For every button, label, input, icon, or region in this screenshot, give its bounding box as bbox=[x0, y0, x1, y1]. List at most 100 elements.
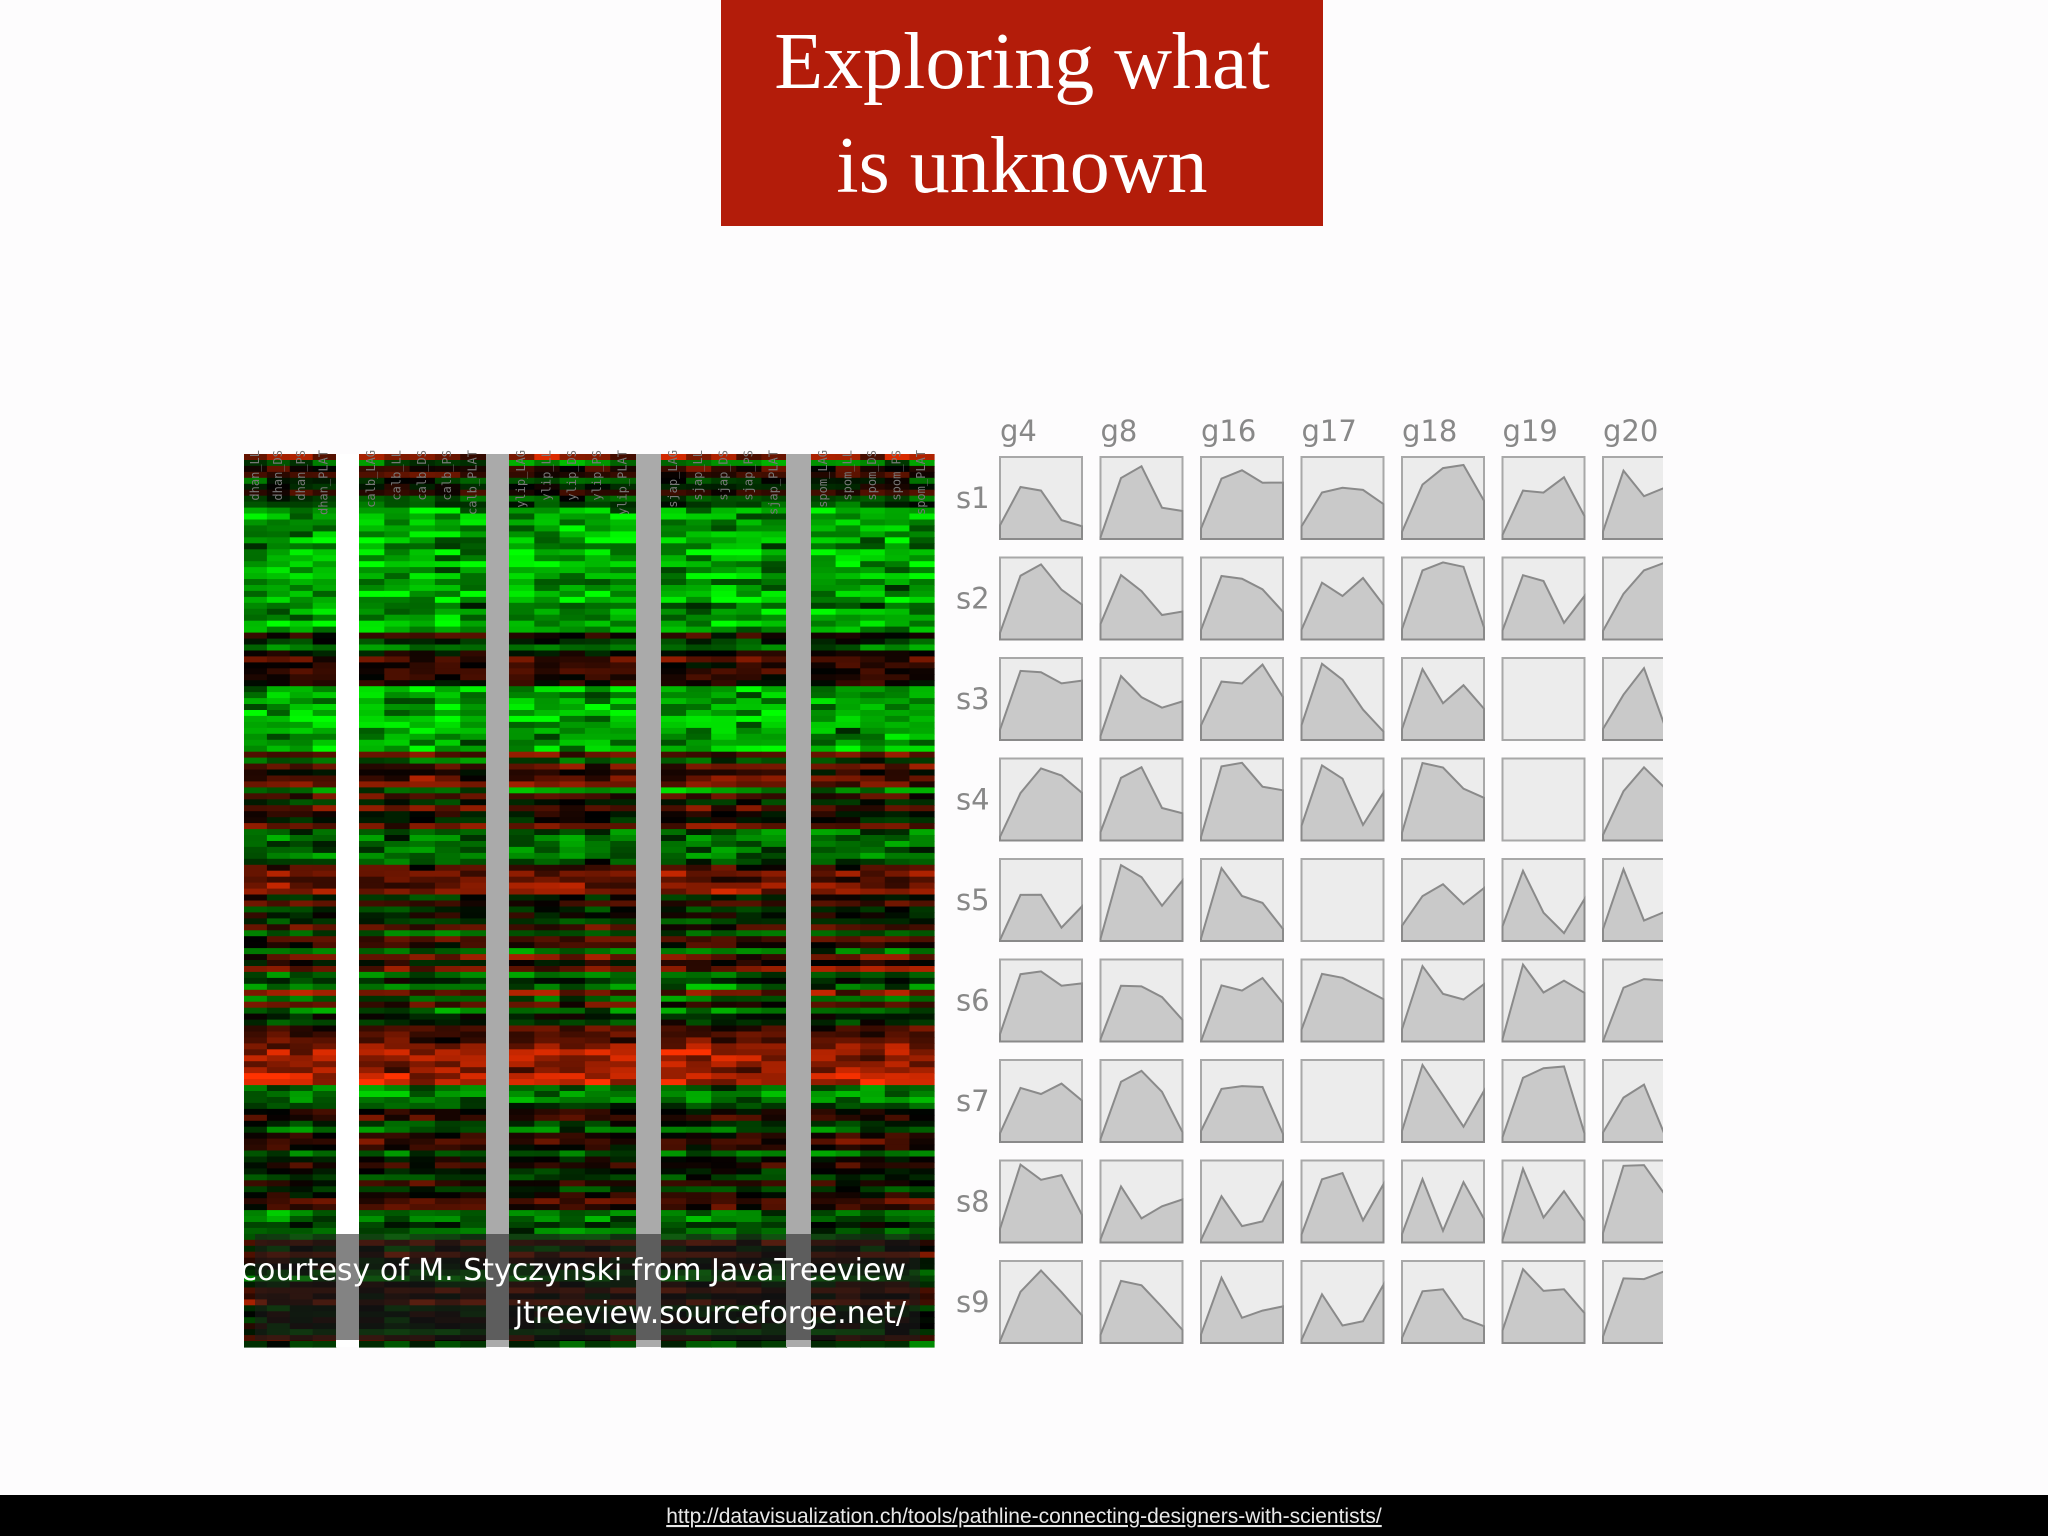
heatmap-cell bbox=[860, 995, 886, 1003]
heatmap-cell bbox=[811, 781, 837, 788]
heatmap-cell bbox=[610, 1222, 637, 1229]
heatmap-cell bbox=[761, 662, 788, 669]
heatmap-cell bbox=[761, 864, 788, 872]
heatmap-cell bbox=[811, 620, 837, 628]
heatmap-cell bbox=[384, 1073, 411, 1080]
heatmap-cell bbox=[289, 507, 314, 515]
heatmap-cell bbox=[811, 1132, 837, 1140]
heatmap-cell bbox=[711, 477, 737, 485]
heatmap-cell bbox=[559, 531, 586, 538]
heatmap-cell bbox=[359, 841, 385, 848]
heatmap-cell bbox=[736, 1222, 762, 1229]
heatmap-cell bbox=[434, 483, 461, 491]
heatmap-cell bbox=[736, 460, 762, 467]
heatmap-cell bbox=[244, 1055, 268, 1062]
heatmap-cell bbox=[860, 1120, 886, 1128]
heatmap-cell bbox=[434, 465, 461, 473]
heatmap-cell bbox=[534, 995, 561, 1003]
heatmap-cell bbox=[434, 948, 461, 955]
heatmap-cell bbox=[711, 1108, 737, 1116]
heatmap-cell bbox=[661, 1073, 687, 1080]
heatmap-cell bbox=[384, 900, 411, 908]
heatmap-cell bbox=[559, 549, 586, 556]
heatmap-cell bbox=[409, 715, 436, 723]
footer-link[interactable]: http://datavisualization.ch/tools/pathli… bbox=[666, 1505, 1382, 1528]
heatmap-cell bbox=[661, 1102, 687, 1110]
heatmap-cell bbox=[460, 858, 487, 866]
heatmap-cell bbox=[610, 1001, 637, 1009]
heatmap-cell bbox=[509, 799, 535, 806]
heatmap-cell bbox=[559, 989, 586, 997]
heatmap-cell bbox=[686, 1043, 712, 1050]
heatmap-cell bbox=[661, 763, 687, 771]
heatmap-cell bbox=[384, 680, 411, 687]
heatmap-cell bbox=[359, 739, 385, 747]
heatmap-cell bbox=[559, 751, 586, 759]
heatmap-cell bbox=[534, 555, 561, 562]
heatmap-cell bbox=[559, 1341, 586, 1348]
sparkline-area bbox=[1099, 1184, 1184, 1244]
heatmap-cell bbox=[860, 977, 886, 985]
heatmap-cell bbox=[884, 1168, 910, 1175]
heatmap-cell bbox=[434, 912, 461, 919]
heatmap-cell bbox=[509, 1043, 535, 1050]
heatmap-cell bbox=[736, 835, 762, 842]
heatmap-cell bbox=[384, 781, 411, 788]
heatmap-cell bbox=[266, 668, 291, 675]
heatmap-cell bbox=[835, 954, 861, 961]
heatmap-cell bbox=[909, 507, 935, 515]
heatmap-cell bbox=[384, 1043, 411, 1050]
heatmap-cell bbox=[835, 769, 861, 777]
heatmap-cell bbox=[434, 835, 461, 842]
heatmap-cell bbox=[359, 811, 385, 818]
heatmap-cell bbox=[509, 1025, 535, 1033]
heatmap-cell bbox=[736, 704, 762, 711]
heatmap-cell bbox=[534, 1150, 561, 1158]
heatmap-cell bbox=[736, 787, 762, 794]
heatmap-cell bbox=[312, 692, 337, 699]
heatmap-cell bbox=[584, 894, 611, 902]
heatmap-cell bbox=[409, 1013, 436, 1021]
heatmap-cell bbox=[384, 1001, 411, 1009]
heatmap-cell bbox=[711, 823, 737, 830]
heatmap-cell bbox=[835, 823, 861, 830]
heatmap-cell bbox=[359, 1049, 385, 1056]
heatmap-cell bbox=[359, 1210, 385, 1217]
heatmap-cell bbox=[860, 1126, 886, 1134]
heatmap-cell bbox=[384, 787, 411, 794]
heatmap-cell bbox=[289, 1120, 314, 1128]
heatmap-cell bbox=[860, 1132, 886, 1140]
heatmap-cell bbox=[559, 1031, 586, 1039]
heatmap-cell bbox=[835, 841, 861, 848]
title-line: is unknown bbox=[836, 122, 1207, 210]
heatmap-cell bbox=[534, 924, 561, 931]
heatmap-cell bbox=[584, 1192, 611, 1199]
heatmap-cell bbox=[736, 710, 762, 717]
heatmap-cell bbox=[811, 626, 837, 634]
heatmap-cell bbox=[884, 954, 910, 961]
heatmap-cell bbox=[559, 995, 586, 1003]
heatmap-cell bbox=[409, 989, 436, 997]
heatmap-cell bbox=[610, 483, 637, 491]
heatmap-cell bbox=[860, 1168, 886, 1175]
heatmap-cell bbox=[736, 1341, 762, 1348]
heatmap-cell bbox=[884, 1126, 910, 1134]
heatmap-cell bbox=[686, 835, 712, 842]
heatmap-cell bbox=[244, 1120, 268, 1128]
heatmap-cell bbox=[860, 805, 886, 812]
heatmap-cell bbox=[909, 710, 935, 717]
heatmap-cell bbox=[835, 489, 861, 497]
heatmap-cell bbox=[610, 721, 637, 729]
heatmap-cell bbox=[434, 644, 461, 652]
heatmap-cell bbox=[811, 489, 837, 497]
heatmap-cell bbox=[559, 471, 586, 479]
heatmap-cell bbox=[460, 489, 487, 497]
heatmap-cell bbox=[559, 710, 586, 717]
heatmap-cell bbox=[312, 912, 337, 919]
heatmap-cell bbox=[384, 1108, 411, 1116]
heatmap-cell bbox=[289, 680, 314, 687]
heatmap-cell bbox=[266, 1025, 291, 1033]
heatmap-cell bbox=[711, 495, 737, 503]
heatmap-cell bbox=[359, 948, 385, 955]
heatmap-cell bbox=[534, 906, 561, 914]
